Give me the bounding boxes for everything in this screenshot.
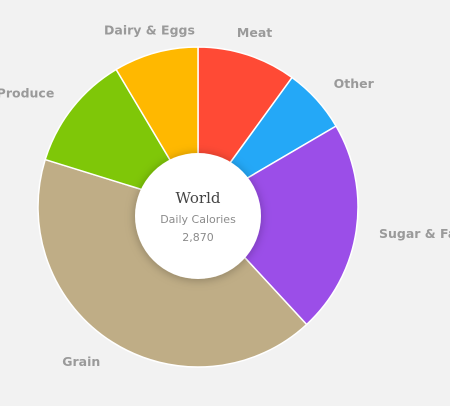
slice-label-grain: Grain: [62, 354, 100, 369]
slice-label-other: Other: [334, 76, 375, 91]
center-hole: World Daily Calories 2,870: [135, 153, 261, 279]
center-subtitle: Daily Calories: [160, 213, 236, 226]
labels-layer: Meat Other Sugar & Fat Grain Produce Dairy & …: [0, 23, 450, 369]
center-value: 2,870: [182, 231, 214, 244]
slice-label-sugar-and-fat: Sugar & Fat: [379, 226, 450, 241]
center-title: World: [176, 189, 221, 207]
slice-label-meat: Meat: [237, 25, 272, 40]
slice-label-produce: Produce: [0, 86, 54, 101]
center-hole-circle: [135, 153, 261, 279]
slice-sugar-and-fat[interactable]: [197, 125, 359, 326]
slice-label-dairy-and-eggs: Dairy & Eggs: [104, 23, 195, 38]
